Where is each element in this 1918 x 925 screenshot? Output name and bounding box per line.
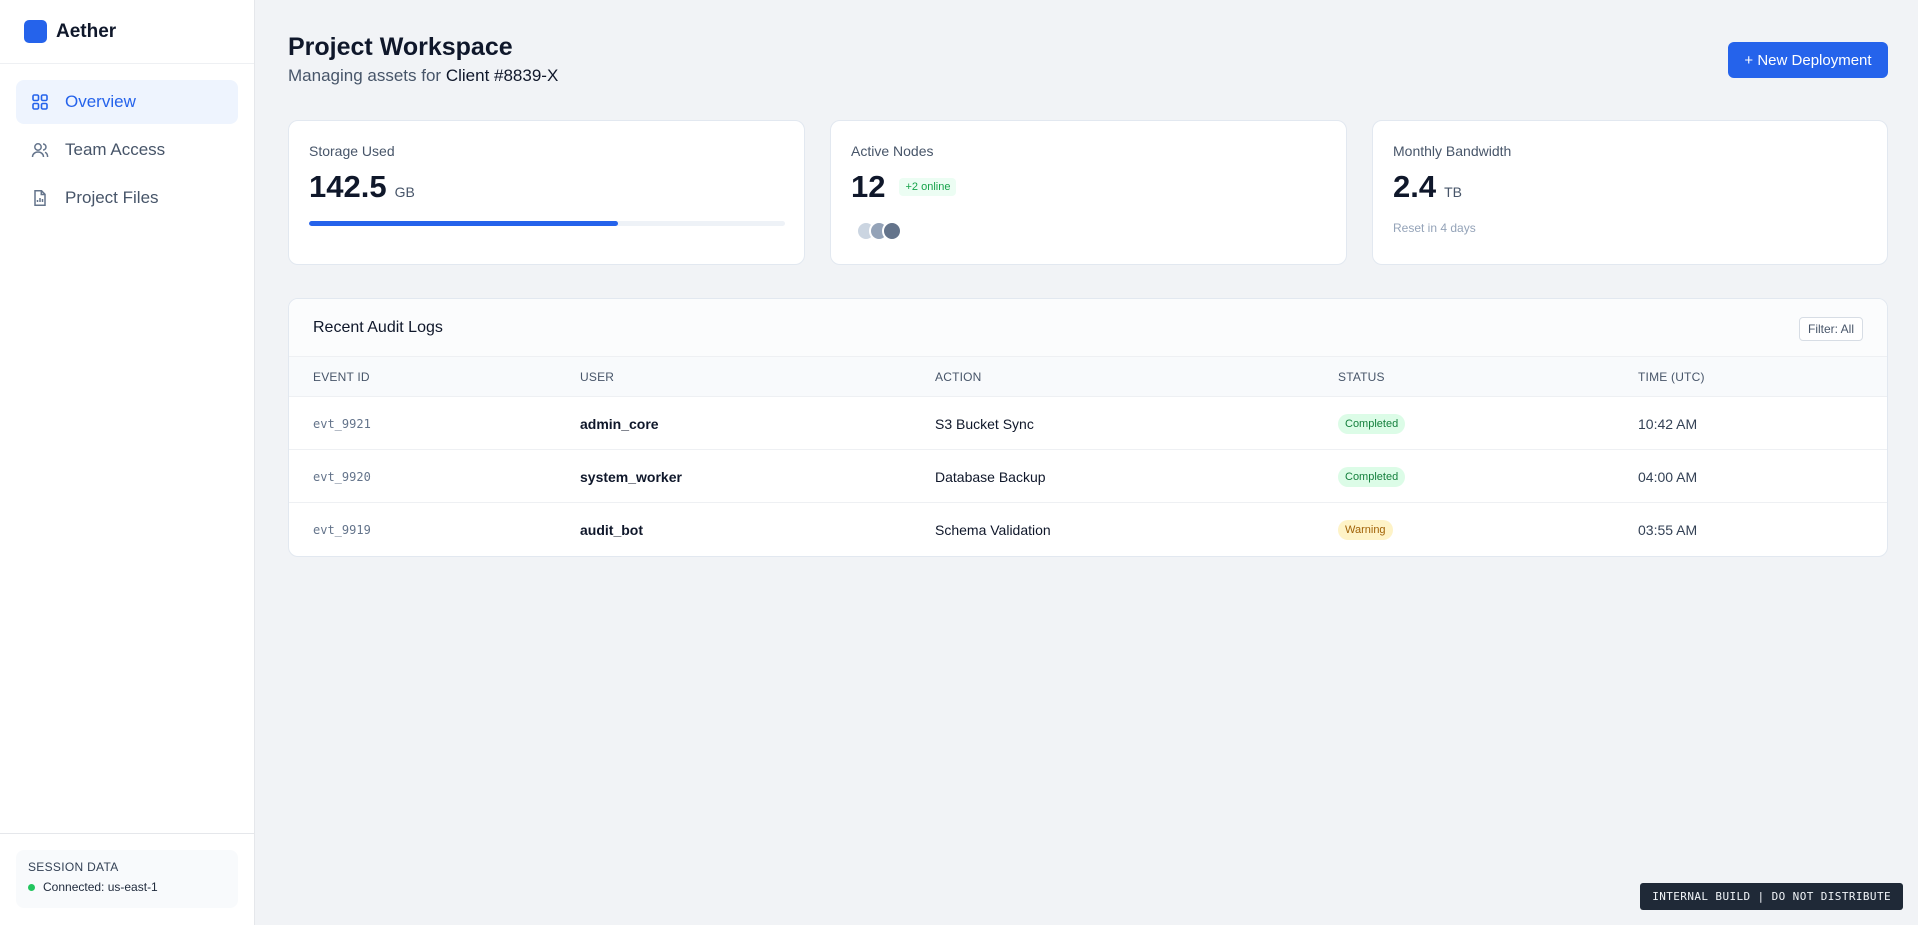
event-id: evt_9920 [313,470,371,484]
nodes-value: 12 +2 online [851,169,957,205]
column-header-user: USER [580,370,615,384]
bandwidth-number: 2.4 [1393,169,1437,204]
page-title: Project Workspace [288,33,513,61]
action-text: Schema Validation [935,522,1051,538]
users-icon [31,141,49,159]
status-badge: Completed [1338,467,1406,487]
sidebar-item-overview[interactable]: Overview [16,80,238,124]
sidebar-nav: Overview Team Access Project Files [0,64,254,220]
app-name: Aether [56,20,117,42]
bandwidth-card: Monthly Bandwidth 2.4 TB Reset in 4 days [1372,120,1888,265]
event-id: evt_9919 [313,523,371,537]
new-deployment-button[interactable]: + New Deployment [1728,42,1888,78]
status-cell: Completed [1338,414,1406,436]
filter-button[interactable]: Filter: All [1798,317,1863,341]
sidebar: Aether Overview Team Access [0,0,255,925]
event-time: 04:00 AM [1638,469,1698,485]
brand-logo [24,20,47,43]
event-time: 10:42 AM [1638,416,1698,432]
action-text: Database Backup [935,469,1046,485]
action-text: S3 Bucket Sync [935,416,1034,432]
column-header-time: TIME (UTC) [1638,370,1705,384]
nodes-label: Active Nodes [851,143,934,159]
storage-progress-bar [309,221,785,226]
avatar [882,221,902,241]
nodes-online-badge: +2 online [899,178,957,196]
sidebar-item-label: Project Files [65,188,159,207]
subtitle-prefix: Managing assets for [288,66,442,85]
storage-progress-fill [309,221,619,226]
event-time: 03:55 AM [1638,522,1698,538]
status-cell: Warning [1338,520,1393,542]
status-badge: Warning [1338,520,1393,540]
table-row[interactable]: evt_9921 admin_core S3 Bucket Sync Compl… [289,397,1887,450]
session-panel: SESSION DATA Connected: us-east-1 [0,833,254,925]
sidebar-item-label: Overview [65,92,136,111]
brand: Aether [0,0,254,64]
sidebar-item-team-access[interactable]: Team Access [16,128,238,172]
bandwidth-label: Monthly Bandwidth [1393,143,1512,159]
user-name: admin_core [580,416,659,432]
nodes-number: 12 [851,169,886,204]
column-header-action: ACTION [935,370,982,384]
storage-card: Storage Used 142.5 GB [288,120,805,265]
status-badge: Completed [1338,414,1406,434]
bandwidth-unit: TB [1444,184,1462,200]
storage-unit: GB [394,184,415,200]
session-status: Connected: us-east-1 [28,880,226,894]
sidebar-item-project-files[interactable]: Project Files [16,176,238,220]
audit-log-table: Recent Audit Logs Filter: All EVENT ID U… [288,298,1888,557]
user-name: audit_bot [580,522,643,538]
table-row[interactable]: evt_9920 system_worker Database Backup C… [289,450,1887,503]
column-header-event-id: EVENT ID [313,370,370,384]
storage-number: 142.5 [309,169,387,204]
bandwidth-value: 2.4 TB [1393,169,1462,205]
column-header-status: STATUS [1338,370,1385,384]
nodes-card: Active Nodes 12 +2 online [830,120,1347,265]
table-header-row: EVENT ID USER ACTION STATUS TIME (UTC) [289,357,1887,397]
session-title: SESSION DATA [28,860,119,874]
status-dot-icon [28,883,35,891]
audit-title: Recent Audit Logs [313,319,443,336]
bandwidth-reset-note: Reset in 4 days [1393,221,1476,235]
table-row[interactable]: evt_9919 audit_bot Schema Validation War… [289,503,1887,556]
storage-value: 142.5 GB [309,169,415,205]
page-subtitle: Managing assets for Client #8839-X [288,66,558,86]
audit-header: Recent Audit Logs Filter: All [289,299,1887,357]
internal-build-tag: INTERNAL BUILD | DO NOT DISTRIBUTE [1640,883,1903,910]
client-name: Client #8839-X [445,66,559,85]
grid-icon [31,93,49,111]
sidebar-item-label: Team Access [65,140,166,159]
event-id: evt_9921 [313,417,371,431]
node-avatars [856,221,902,241]
status-cell: Completed [1338,467,1406,489]
storage-label: Storage Used [309,143,395,159]
file-icon [31,189,49,207]
session-box: SESSION DATA Connected: us-east-1 [16,850,238,908]
user-name: system_worker [580,469,682,485]
session-status-text: Connected: us-east-1 [43,880,158,894]
